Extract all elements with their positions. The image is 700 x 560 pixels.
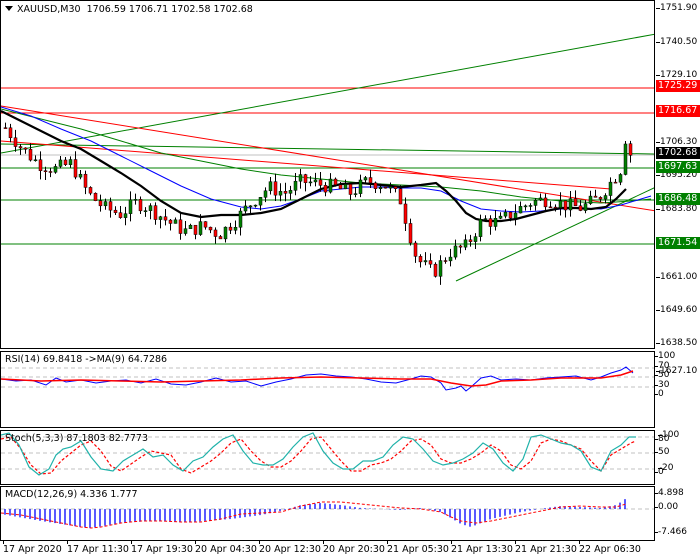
stoch-tick: 20 <box>657 463 674 473</box>
rsi-axis: 100 70 50 30 0 <box>653 351 700 428</box>
macd-tick: -7.466 <box>653 527 688 537</box>
price-tick: 1627.10 <box>655 366 698 376</box>
ascending-support-line <box>455 187 654 282</box>
rsi-pane[interactable]: RSI(14) 69.8418 ->MA(9) 64.7286 <box>0 351 655 428</box>
time-label: 20 Apr 20:30 <box>323 540 385 555</box>
stoch-tick: 100 <box>657 430 680 440</box>
stoch-title: Stoch(5,3,3) 87.1803 82.7773 <box>5 433 149 444</box>
descending-trend-line <box>1 105 654 212</box>
candlestick-series <box>3 122 633 285</box>
price-tick: 1740.50 <box>655 37 698 47</box>
time-label: 21 Apr 21:30 <box>515 540 577 555</box>
stoch-tick: 80 <box>653 434 670 444</box>
price-tick: 1649.60 <box>655 305 698 315</box>
rsi-tick: 0 <box>654 389 664 399</box>
stoch-axis: 100 80 50 20 0 <box>653 430 700 485</box>
price-tick: 1695.20 <box>655 170 698 180</box>
stoch-canvas <box>1 432 654 476</box>
time-label: 17 Apr 19:30 <box>131 540 193 555</box>
rsi-canvas <box>1 366 654 392</box>
symbol-label: XAUUSD,M30 <box>17 4 81 15</box>
time-label: 21 Apr 13:30 <box>451 540 513 555</box>
ascending-channel-line <box>1 33 654 154</box>
price-tick: 1661.00 <box>655 272 698 282</box>
rsi-ma-line <box>1 370 634 387</box>
price-tick: 1683.80 <box>655 204 698 214</box>
macd-tick: 0.00 <box>653 502 679 512</box>
trend-level-green-upper <box>1 143 654 155</box>
rsi-title: RSI(14) 69.8418 ->MA(9) 64.7286 <box>5 354 168 365</box>
stoch-tick: 0 <box>654 467 664 477</box>
price-tick: 1706.30 <box>655 137 698 147</box>
stochastic-pane[interactable]: Stoch(5,3,3) 87.1803 82.7773 <box>0 430 655 485</box>
ohlc-values: 1706.59 1706.71 1702.58 1702.68 <box>86 4 253 15</box>
chart-title: XAUUSD,M30 1706.59 1706.71 1702.58 1702.… <box>5 4 253 15</box>
rsi-tick: 30 <box>653 380 670 390</box>
time-label: 17 Apr 2020 <box>3 540 62 555</box>
price-tick: 1751.90 <box>655 3 698 13</box>
price-chart-canvas <box>1 33 654 285</box>
price-tick: 1729.10 <box>655 70 698 80</box>
ma-slow-line <box>1 108 652 204</box>
collapse-triangle-icon[interactable] <box>5 6 13 11</box>
descending-trend-line-2 <box>1 140 612 190</box>
price-label-support: 1671.54 <box>656 237 700 249</box>
stoch-signal-line <box>1 436 637 475</box>
price-label-resistance: 1725.29 <box>656 80 700 92</box>
time-label: 20 Apr 12:30 <box>259 540 321 555</box>
rsi-tick: 70 <box>653 361 670 371</box>
price-label-resistance: 1716.67 <box>656 105 700 117</box>
price-label-support: 1697.63 <box>656 161 700 173</box>
price-axis[interactable]: 1751.90 1740.50 1729.10 1706.30 1695.20 … <box>655 0 700 349</box>
macd-signal-line <box>1 501 627 529</box>
price-tick: 1638.50 <box>655 338 698 348</box>
price-label-support: 1686.48 <box>656 193 700 205</box>
time-axis[interactable]: 17 Apr 2020 17 Apr 11:30 17 Apr 19:30 20… <box>0 540 655 560</box>
stoch-tick: 50 <box>653 447 670 457</box>
macd-title: MACD(12,26,9) 4.336 1.777 <box>5 489 138 500</box>
stoch-main-line <box>1 432 636 476</box>
macd-pane[interactable]: MACD(12,26,9) 4.336 1.777 <box>0 486 655 541</box>
rsi-tick: 100 <box>653 351 676 361</box>
time-label: 17 Apr 11:30 <box>67 540 129 555</box>
macd-axis: 4.898 0.00 -7.466 <box>653 486 700 541</box>
rsi-tick: 50 <box>653 370 670 380</box>
time-label: 22 Apr 06:30 <box>579 540 641 555</box>
macd-histogram <box>4 499 626 528</box>
time-label: 21 Apr 05:30 <box>387 540 449 555</box>
macd-canvas <box>1 499 654 529</box>
time-label: 20 Apr 04:30 <box>195 540 257 555</box>
macd-tick: 4.898 <box>654 488 684 498</box>
main-chart-pane[interactable]: XAUUSD,M30 1706.59 1706.71 1702.58 1702.… <box>0 0 655 349</box>
price-label-current: 1702.68 <box>656 147 700 159</box>
